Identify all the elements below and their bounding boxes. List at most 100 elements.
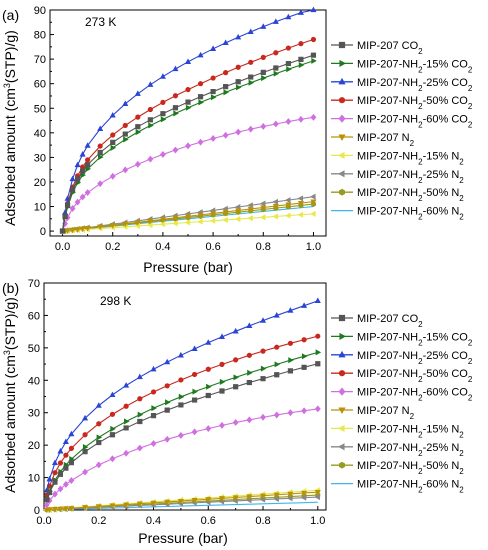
legend-item: MIP-207-NH2-60% N2 (331, 479, 464, 494)
data-point (177, 431, 184, 439)
data-point (300, 494, 307, 501)
legend-label: MIP-207-NH2-60% CO2 (357, 114, 473, 130)
data-point (185, 142, 191, 150)
data-point (164, 358, 171, 365)
data-point (219, 388, 225, 394)
legend-label: MIP-207-NH2-25% CO2 (357, 350, 473, 366)
data-point (273, 492, 280, 499)
legend-marker (338, 387, 346, 396)
legend: MIP-207 CO2 MIP-207-NH2-15% CO2 MIP-207-NH… (331, 313, 473, 494)
data-point (248, 79, 255, 86)
legend-marker (338, 77, 346, 85)
data-point (315, 333, 321, 339)
data-point (147, 117, 153, 123)
panel-label: (b) (2, 280, 19, 296)
data-point (110, 144, 117, 151)
legend-label: MIP-207-NH2-50% CO2 (357, 95, 473, 111)
data-point (95, 402, 102, 408)
data-point (52, 470, 58, 476)
data-point (287, 409, 294, 417)
data-point (75, 176, 81, 182)
data-point (222, 39, 229, 46)
data-point (109, 432, 116, 438)
data-point (191, 428, 198, 436)
data-point (260, 348, 266, 354)
data-point (64, 228, 71, 234)
data-point (97, 143, 103, 149)
data-point (95, 504, 102, 510)
legend-marker (338, 151, 345, 159)
data-point (287, 368, 294, 374)
data-point (122, 221, 129, 228)
data-point (315, 361, 321, 367)
data-point (248, 74, 254, 80)
data-point (159, 221, 166, 228)
data-point (286, 66, 292, 73)
data-point (172, 65, 179, 72)
data-point (122, 131, 128, 137)
data-point (122, 122, 128, 129)
data-point (235, 128, 242, 136)
data-point (98, 154, 104, 161)
data-point (172, 215, 179, 222)
data-point (297, 200, 304, 207)
legend-marker (338, 41, 346, 49)
data-point (274, 372, 280, 378)
data-point (310, 6, 317, 13)
data-point (122, 166, 129, 174)
data-point (82, 468, 88, 476)
data-point (247, 28, 254, 35)
data-point (315, 349, 322, 356)
data-point (310, 210, 316, 217)
data-point (44, 497, 50, 503)
data-point (177, 498, 184, 505)
data-point (79, 226, 86, 233)
data-point (274, 361, 281, 368)
legend-marker (339, 188, 345, 196)
legend-label: MIP-207-NH2-25% N2 (357, 442, 464, 458)
plot-frame (43, 282, 327, 511)
y-tick-label: 30 (28, 408, 40, 420)
legend-item: MIP-207-NH2-60% N2 (331, 206, 464, 222)
data-point (95, 461, 102, 469)
series-line (46, 300, 318, 491)
data-point (82, 505, 89, 511)
data-point (273, 495, 279, 503)
legend-marker (338, 170, 345, 178)
legend-item: MIP-207-NH2-50% CO2 (331, 368, 473, 384)
data-point (191, 371, 198, 378)
data-point (260, 69, 266, 75)
data-point (62, 438, 69, 445)
data-point (84, 142, 91, 148)
data-point (68, 430, 75, 437)
data-point (57, 506, 64, 513)
data-point (52, 479, 58, 485)
data-point (185, 99, 191, 105)
y-tick-label: 60 (28, 310, 40, 322)
temperature-annotation: 298 K (100, 294, 131, 308)
data-point (310, 113, 317, 121)
data-point (210, 75, 216, 81)
legend-item: MIP-207-NH2-50% CO2 (331, 95, 473, 111)
data-point (287, 491, 294, 498)
legend-label: MIP-207-NH2-60% N2 (357, 206, 464, 222)
series-0 (59, 52, 317, 234)
data-point (210, 135, 217, 142)
data-point (301, 302, 308, 308)
data-point (259, 496, 266, 503)
data-point (136, 444, 143, 452)
data-point (123, 382, 130, 388)
data-point (69, 187, 76, 193)
data-point (298, 41, 304, 47)
data-point (222, 209, 229, 216)
plot-frame (49, 9, 327, 237)
x-tick-label: 0.4 (155, 241, 170, 253)
data-point (261, 75, 267, 82)
data-point (310, 36, 317, 43)
x-tick-label: 1.0 (310, 515, 325, 527)
data-point (147, 155, 154, 163)
legend-item: MIP-207-NH2-15% CO2 (331, 331, 473, 347)
legend-label: MIP-207-NH2-50% N2 (357, 187, 464, 203)
data-point (97, 224, 104, 231)
legend-marker (338, 443, 345, 451)
